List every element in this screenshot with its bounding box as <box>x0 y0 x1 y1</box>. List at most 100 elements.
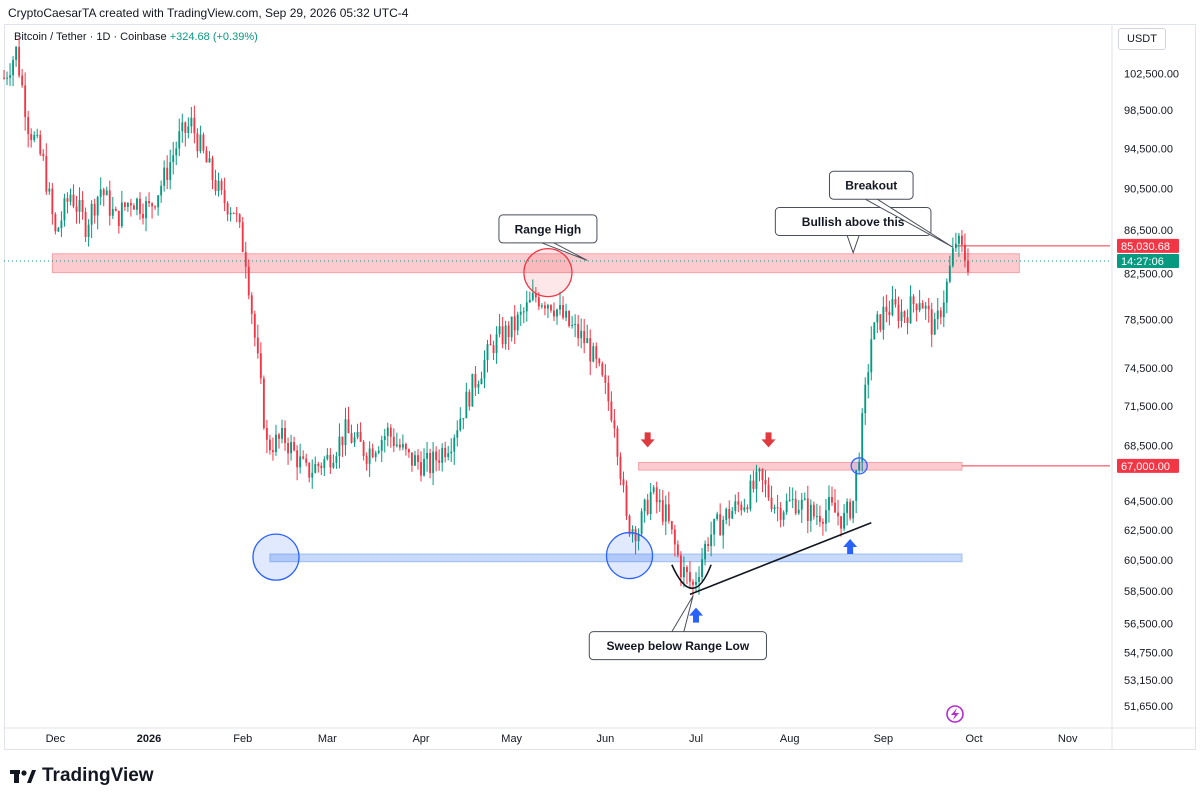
candle <box>964 233 966 268</box>
candle-body <box>474 373 477 388</box>
candle-body <box>335 456 338 463</box>
candle <box>371 443 374 459</box>
callout-pointer <box>846 235 860 255</box>
range-low-zone <box>269 553 963 563</box>
candle-body <box>540 305 543 307</box>
candle <box>803 492 806 501</box>
candle <box>782 510 785 527</box>
candle <box>870 326 873 381</box>
candle-body <box>734 501 737 511</box>
candle <box>788 486 791 502</box>
candle <box>722 515 725 549</box>
candle <box>214 169 217 196</box>
candle-body <box>299 456 302 468</box>
candle-body <box>782 512 785 520</box>
candle-body <box>619 456 622 480</box>
arrow-up-1 <box>689 607 704 623</box>
candle-body <box>426 452 428 459</box>
candle <box>365 452 368 471</box>
candle <box>429 448 432 479</box>
candle <box>664 495 667 536</box>
candle <box>256 324 259 359</box>
candle <box>513 305 516 345</box>
candle <box>855 469 858 514</box>
candle-body <box>18 46 21 76</box>
candle <box>673 524 676 557</box>
candle <box>589 329 592 376</box>
callout-text: Bullish above this <box>802 215 905 229</box>
candle-body <box>964 244 966 261</box>
candle-body <box>386 427 389 436</box>
symbol-name[interactable]: Bitcoin / Tether · 1D · Coinbase <box>14 31 167 43</box>
candle-body <box>24 85 27 118</box>
x-tick-label: Nov <box>1058 733 1078 745</box>
candle <box>574 314 577 338</box>
candle-body <box>404 444 407 450</box>
candle-body <box>450 451 453 454</box>
circle-range-high-touch <box>523 247 573 298</box>
candle <box>903 310 906 324</box>
candle <box>592 342 595 363</box>
candle <box>806 485 809 534</box>
candle <box>559 291 561 316</box>
candle-body <box>519 311 522 315</box>
alert-icon[interactable] <box>946 705 964 723</box>
candle-body <box>383 435 386 441</box>
candle <box>438 449 441 471</box>
candle-body <box>129 202 132 206</box>
trendline <box>689 522 872 596</box>
candle-body <box>546 305 549 309</box>
candle <box>583 318 586 354</box>
callouts-layer: Range High Bullish above this Breakout Swee… <box>498 170 954 661</box>
candle <box>338 423 341 469</box>
candle <box>686 565 688 585</box>
candle-body <box>522 311 525 313</box>
chart-attribution: CryptoCaesarTA created with TradingView.… <box>8 6 409 20</box>
candle <box>948 255 951 284</box>
callout-box <box>774 207 932 237</box>
candle-body <box>36 134 39 136</box>
candle-body <box>861 413 864 462</box>
candle-body <box>90 203 93 225</box>
candle-body <box>459 418 462 431</box>
candle-body <box>876 314 879 323</box>
candle <box>96 195 99 230</box>
candle <box>12 56 15 87</box>
candle <box>528 291 531 303</box>
candle <box>317 461 320 473</box>
candle <box>344 407 347 456</box>
candle-body <box>550 305 552 311</box>
candle-body <box>731 510 734 519</box>
candle-body <box>501 326 504 345</box>
price-label-85030: 85,030.68 <box>1117 238 1179 253</box>
candle-body <box>326 454 329 460</box>
currency-selector[interactable]: USDT <box>1118 28 1166 50</box>
candle-body <box>809 504 812 521</box>
candle <box>773 504 776 514</box>
candle-body <box>253 313 256 338</box>
candle <box>489 334 492 346</box>
candle-body <box>226 203 229 215</box>
candle <box>689 561 691 588</box>
candle <box>951 237 954 268</box>
callout-pointer <box>541 242 588 261</box>
candle <box>311 459 314 489</box>
candle-body <box>196 133 199 152</box>
y-tick-label: 86,500.00 <box>1124 225 1173 237</box>
candle <box>332 454 335 469</box>
candle <box>407 448 410 458</box>
candle-body <box>719 514 722 536</box>
x-tick-label: Sep <box>874 733 894 745</box>
candle-body <box>223 190 226 204</box>
candle <box>353 432 356 447</box>
candle <box>553 302 555 322</box>
candle <box>187 117 190 139</box>
candle <box>178 118 181 157</box>
candle-body <box>791 498 794 500</box>
candle <box>915 303 918 322</box>
tradingview-logo[interactable]: TradingView <box>10 765 154 787</box>
candle-body <box>238 214 241 223</box>
candle-body <box>752 480 755 489</box>
candle-body <box>84 211 87 238</box>
